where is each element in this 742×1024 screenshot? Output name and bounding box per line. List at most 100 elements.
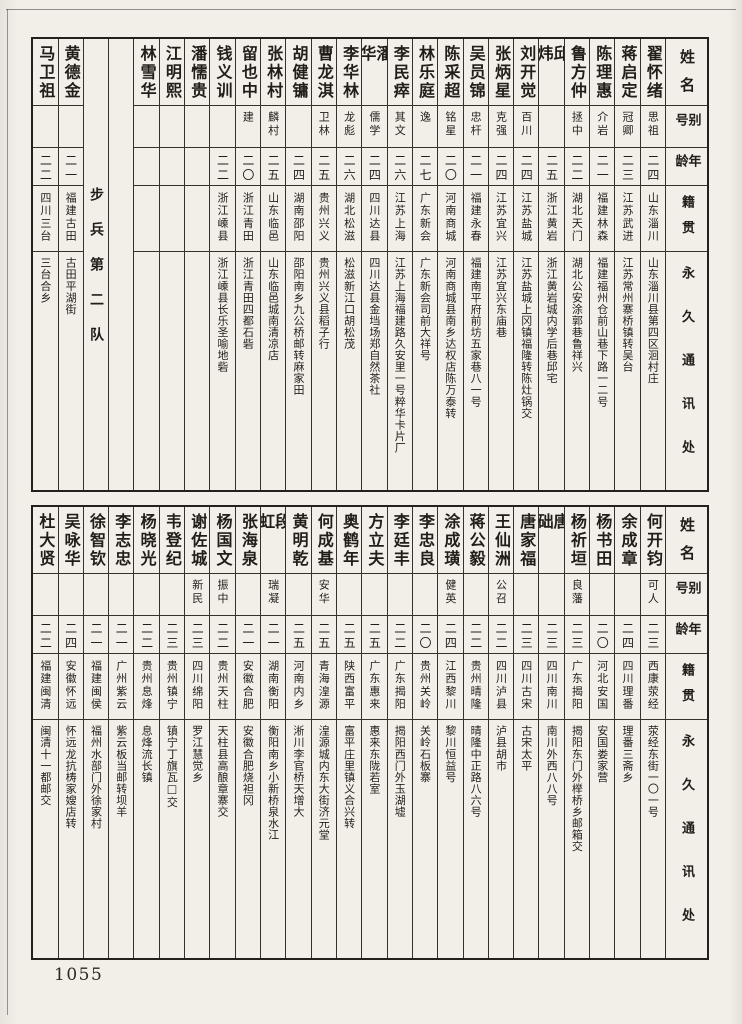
- person-native: 山东临邑: [266, 192, 280, 243]
- age-cell: 二四: [615, 615, 640, 653]
- name-cell: 黄明乾: [286, 507, 310, 573]
- age-cell: 二三: [514, 615, 539, 653]
- name-cell: 留也中: [236, 39, 260, 105]
- person-age: 二一: [468, 154, 483, 183]
- native-cell: 湖南邵阳: [286, 185, 311, 251]
- person-name: 方立夫: [365, 513, 385, 569]
- address-cell: 邵阳南乡九公桥邮转麻家田: [286, 251, 311, 490]
- person-age: 二四: [519, 154, 534, 183]
- person-age: 二四: [63, 622, 78, 651]
- field-header-native-cell: 籍贯: [666, 185, 707, 251]
- name-cell: 张炳星: [489, 39, 513, 105]
- person-native: 青海湟源: [317, 660, 331, 711]
- address-cell: 衡阳南乡小新桥泉水江: [261, 719, 286, 958]
- person-address: 惠来东陇若室: [367, 725, 381, 795]
- address-cell: 理番三斋乡: [615, 719, 640, 958]
- person-age: 二七: [418, 154, 433, 183]
- person-native: 河南商城: [443, 192, 457, 243]
- native-cell: 山东淄川: [640, 185, 665, 251]
- unit-label-column: 步兵第二队: [82, 39, 108, 490]
- person-address: 江苏常州寨桥镇转吴台: [621, 257, 635, 373]
- person-column: 刘开觉 百川 二四 江苏盐城 江苏盐城上冈镇福隆转陈灶锅交: [513, 39, 539, 490]
- person-name: 留也中: [238, 45, 258, 101]
- person-column: 林乐庭逸二七 广东新会 广东新会司前大祥号: [411, 39, 438, 490]
- address-cell: 三台合乡: [33, 251, 58, 490]
- age-cell: 二〇: [590, 615, 615, 653]
- alias-cell: [615, 573, 640, 615]
- alias-cell: 瑞凝: [261, 573, 286, 615]
- alias-cell: 介岩: [590, 105, 615, 147]
- name-cell: 何成基: [312, 507, 336, 573]
- person-age: 二四: [493, 154, 508, 183]
- alias-cell: 铭星: [438, 105, 463, 147]
- address-header-label: 永久通讯处: [679, 266, 694, 484]
- person-native: 湖南衡阳: [266, 660, 280, 711]
- alias-cell: [590, 573, 615, 615]
- person-column: 韦登纪 二三 贵州镇宁 镇宁丁旗瓦□交: [158, 507, 185, 958]
- person-column: 黄明乾 二五 河南内乡 淅川李官桥天增大: [285, 507, 311, 958]
- person-name: 段虹: [261, 513, 286, 553]
- person-name: 谢佐城: [188, 513, 208, 569]
- person-native: 四川理番: [621, 660, 635, 711]
- native-cell: 浙江嵊县: [210, 185, 235, 251]
- address-cell: 关岭石板寨: [412, 719, 438, 958]
- person-native: 贵州镇宁: [165, 660, 179, 711]
- person-name: 奥鹤年: [340, 513, 360, 569]
- age-cell: 二三: [539, 615, 564, 653]
- person-address: 浙江青田四都石砦: [241, 257, 255, 350]
- person-address: 福建南平府前坊五家巷八一号: [469, 257, 483, 408]
- person-age: 二〇: [240, 154, 255, 183]
- name-cell: 唐家福: [514, 507, 538, 573]
- person-column: 李志忠 二一 广州紫云 紫云板当邮转坝羊: [108, 507, 134, 958]
- person-native: 贵州天柱: [216, 660, 230, 711]
- person-native: 四川绵阳: [190, 660, 204, 711]
- native-cell: 河北安国: [590, 653, 615, 719]
- person-column: 杜大贤 二二 福建闽清 闽清十一都邮交: [33, 507, 58, 958]
- person-name: 陈理惠: [593, 45, 613, 101]
- alias-cell: 新民: [185, 573, 210, 615]
- person-alias: 铭星: [443, 111, 457, 138]
- age-cell: [159, 147, 185, 185]
- age-cell: 二二: [134, 615, 159, 653]
- age-cell: 二二: [33, 147, 58, 185]
- alias-cell: [387, 573, 412, 615]
- age-cell: 二三: [615, 147, 640, 185]
- alias-cell: [539, 573, 564, 615]
- native-cell: 贵州关岭: [412, 653, 438, 719]
- person-address: 揭阳西门外玉湖墟: [393, 725, 407, 818]
- field-header-name-cell: 姓名: [666, 39, 707, 105]
- name-cell: 蒋公毅: [464, 507, 488, 573]
- name-cell: 鲁方仲: [565, 39, 589, 105]
- address-cell: 浙江青田四都石砦: [235, 251, 260, 490]
- person-age: 二四: [291, 154, 306, 183]
- name-cell: 王仙洲: [489, 507, 513, 573]
- person-native: 福建闽清: [38, 660, 52, 711]
- person-column: 徐智钦 二一 福建闽侯 福州水部门外徐家村: [82, 507, 109, 958]
- name-cell: 杨书田: [590, 507, 614, 573]
- alias-cell: [83, 573, 109, 615]
- person-name: 王仙洲: [491, 513, 511, 569]
- person-column: 留也中建二〇 浙江青田 浙江青田四都石砦: [234, 39, 260, 490]
- address-cell: 息烽流长镇: [134, 719, 159, 958]
- person-address: 浙江黄岩城内学后巷邱宅: [545, 257, 559, 385]
- age-header-label: 年龄: [672, 154, 701, 171]
- roster-table-bottom: 姓名 别号 年龄 籍贯 永久通讯处 何开钧 可人 二三 西康荥经 荥经东街一〇一号 余成章 二四 四川理…: [31, 505, 709, 960]
- person-alias: 百川: [519, 111, 533, 138]
- person-age: 二二: [215, 154, 230, 183]
- address-cell: 湟源城内东大街济元堂: [311, 719, 336, 958]
- person-column: 胡健镛 二四 湖南邵阳 邵阳南乡九公桥邮转麻家田: [285, 39, 311, 490]
- scan-edge-left: [7, 9, 8, 1015]
- person-native: 福建闽侯: [89, 660, 103, 711]
- age-header-label: 年龄: [672, 622, 701, 639]
- native-cell: 四川古宋: [514, 653, 539, 719]
- name-cell: 林雪华: [134, 39, 158, 105]
- person-column: 杨书田 二〇 河北安国 安国娄家营: [589, 507, 615, 958]
- alias-cell: [58, 105, 83, 147]
- person-address: 荥经东街一〇一号: [646, 725, 660, 818]
- native-cell: 广东新会: [412, 185, 438, 251]
- person-column: 张炳星 克强 二四 江苏宜兴 江苏宜兴东庙巷: [487, 39, 514, 490]
- person-address: 贵州兴义县稻子行: [317, 257, 331, 350]
- person-name: 马卫祖: [36, 45, 56, 101]
- person-age: 二二: [38, 154, 53, 183]
- person-age: 二二: [569, 154, 584, 183]
